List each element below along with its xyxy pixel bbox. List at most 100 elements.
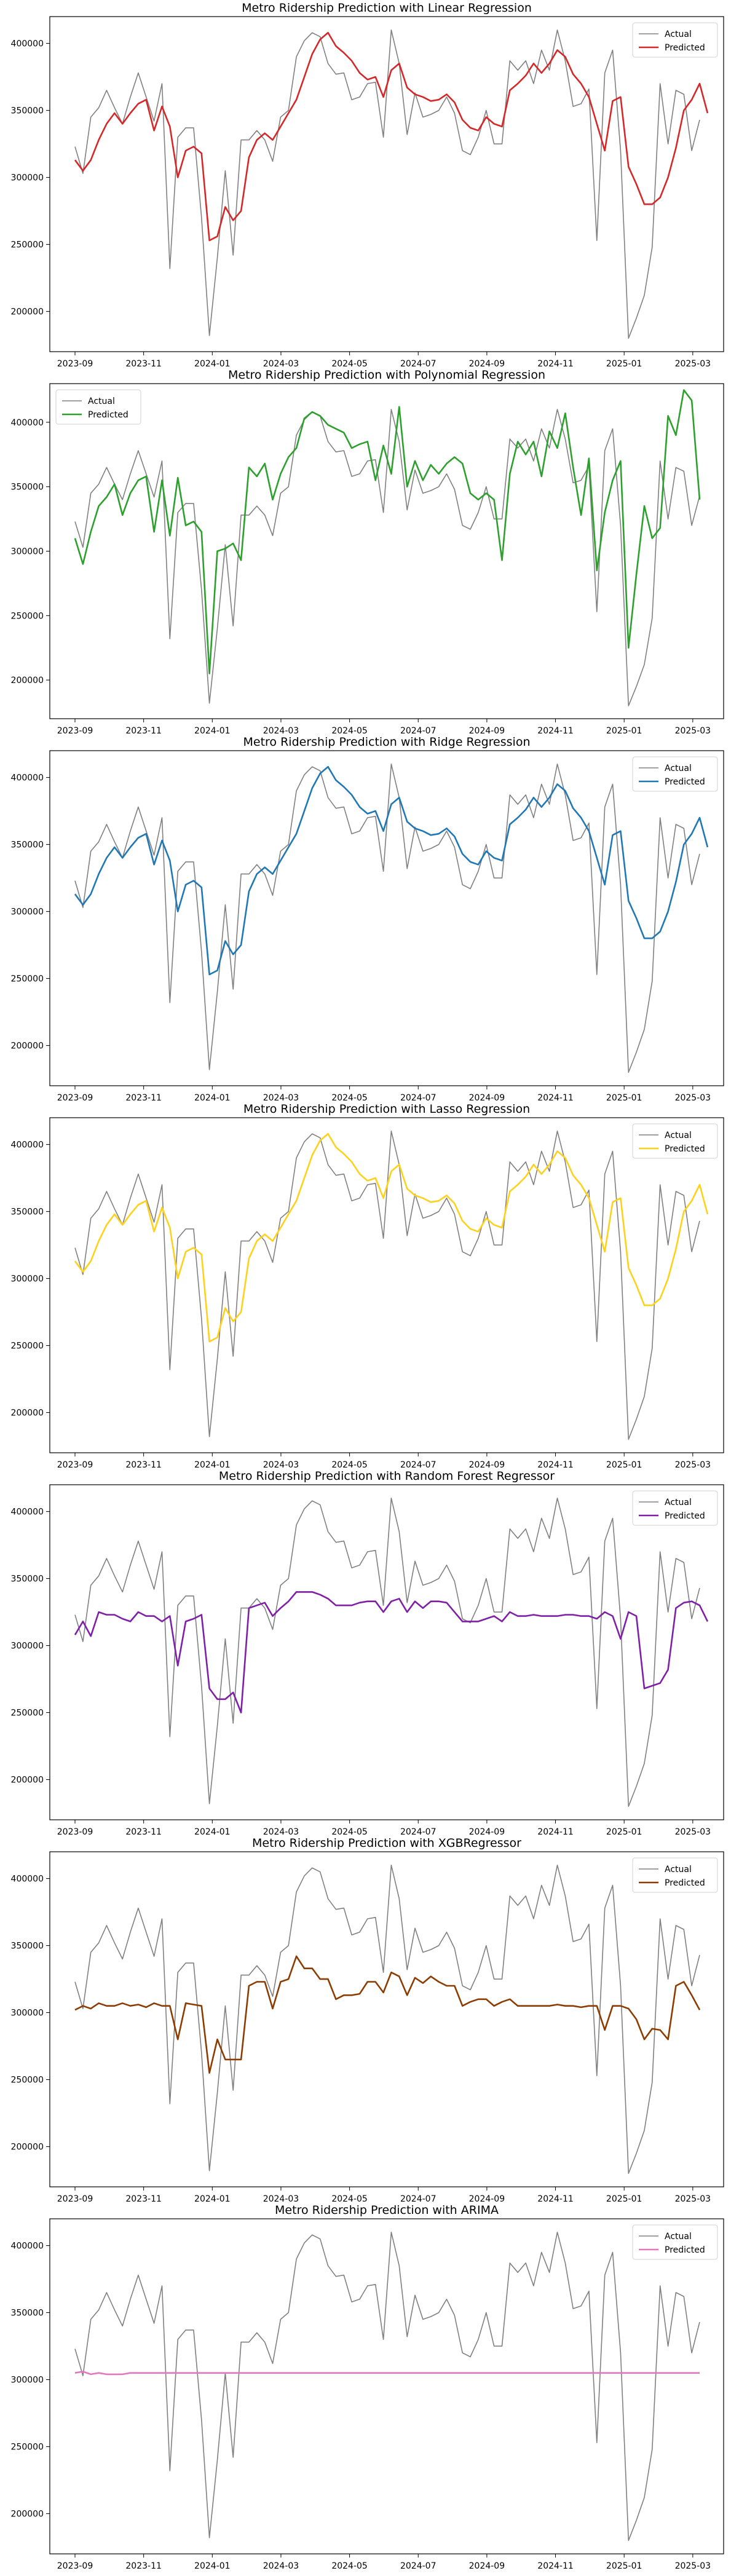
x-tick-label: 2025-03: [675, 359, 711, 369]
chart-title: Metro Ridership Prediction with ARIMA: [275, 2203, 499, 2217]
chart-7: Metro Ridership Prediction with ARIMA 200…: [11, 2203, 724, 2571]
x-tick-label: 2024-05: [331, 359, 368, 369]
chart-1: Metro Ridership Prediction with Linear R…: [11, 1, 724, 369]
x-tick-label: 2024-01: [194, 1460, 231, 1470]
axes-frame: [49, 750, 724, 1086]
x-tick-label: 2025-01: [606, 1093, 642, 1103]
x-tick-label: 2024-11: [537, 726, 574, 736]
x-tick-label: 2024-11: [537, 1827, 574, 1837]
y-tick-label: 350000: [11, 483, 44, 492]
x-tick-label: 2023-09: [57, 2194, 93, 2204]
x-tick-label: 2024-07: [400, 726, 437, 736]
chart-title: Metro Ridership Prediction with XGBRegre…: [252, 1836, 521, 1850]
x-tick-label: 2024-05: [331, 2194, 368, 2204]
legend-box: [632, 1857, 718, 1893]
x-tick-label: 2025-03: [675, 1093, 711, 1103]
x-tick-label: 2025-03: [675, 1460, 711, 1470]
axes-frame: [49, 1484, 724, 1820]
y-tick-label: 200000: [11, 2143, 44, 2152]
y-tick-label: 200000: [11, 2510, 44, 2519]
y-tick-label: 250000: [11, 2076, 44, 2085]
legend-box: [55, 389, 141, 425]
x-tick-label: 2024-03: [263, 726, 299, 736]
chart-title: Metro Ridership Prediction with Lasso Re…: [243, 1102, 530, 1116]
series-line-actual: [74, 764, 700, 1073]
y-tick-label: 350000: [11, 840, 44, 850]
legend: Actual Predicted: [632, 756, 718, 792]
y-tick-label: 350000: [11, 1574, 44, 1584]
legend: Actual Predicted: [632, 22, 718, 58]
x-tick-label: 2024-09: [469, 2561, 505, 2571]
series-line-predicted: [74, 765, 709, 976]
x-tick-label: 2024-09: [469, 1093, 505, 1103]
x-tick-label: 2024-05: [331, 726, 368, 736]
x-tick-label: 2023-11: [125, 2194, 162, 2204]
y-tick-label: 350000: [11, 1207, 44, 1217]
x-tick-label: 2024-03: [263, 359, 299, 369]
y-tick-label: 200000: [11, 307, 44, 317]
chart-title: Metro Ridership Prediction with Random F…: [219, 1469, 555, 1483]
x-tick-label: 2024-05: [331, 1460, 368, 1470]
y-tick-label: 200000: [11, 676, 44, 685]
legend-box: [632, 1490, 718, 1526]
x-tick-label: 2025-03: [675, 2194, 711, 2204]
series-line-predicted: [74, 2371, 700, 2376]
axes-frame: [49, 2218, 724, 2554]
x-tick-label: 2023-11: [125, 726, 162, 736]
x-tick-label: 2025-03: [675, 726, 711, 736]
x-tick-label: 2024-11: [537, 1460, 574, 1470]
x-tick-label: 2024-07: [400, 359, 437, 369]
x-tick-label: 2024-01: [194, 359, 231, 369]
x-tick-label: 2023-09: [57, 1093, 93, 1103]
axes-frame: [49, 383, 724, 719]
x-tick-label: 2023-11: [125, 1460, 162, 1470]
x-tick-label: 2025-01: [606, 1827, 642, 1837]
x-tick-label: 2025-01: [606, 726, 642, 736]
chart-5: Metro Ridership Prediction with Random F…: [11, 1469, 724, 1837]
legend-box: [632, 22, 718, 58]
y-tick-label: 200000: [11, 1041, 44, 1051]
y-tick-label: 300000: [11, 2376, 44, 2385]
y-tick-label: 250000: [11, 1709, 44, 1718]
legend-label: Predicted: [665, 2245, 705, 2255]
legend-label: Actual: [665, 2232, 692, 2242]
x-tick-label: 2023-09: [57, 726, 93, 736]
series-line-actual: [74, 1865, 700, 2174]
x-tick-label: 2025-03: [675, 2561, 711, 2571]
y-tick-label: 300000: [11, 1274, 44, 1284]
chart-title: Metro Ridership Prediction with Polynomi…: [228, 368, 545, 382]
x-tick-label: 2023-11: [125, 1093, 162, 1103]
legend: Actual Predicted: [632, 1123, 718, 1159]
x-tick-label: 2024-05: [331, 2561, 368, 2571]
legend-label: Actual: [665, 30, 692, 39]
y-tick-label: 300000: [11, 547, 44, 557]
y-tick-label: 400000: [11, 1507, 44, 1517]
y-tick-label: 400000: [11, 2242, 44, 2251]
y-tick-label: 400000: [11, 773, 44, 783]
x-tick-label: 2025-01: [606, 1460, 642, 1470]
legend-label: Predicted: [665, 1144, 705, 1154]
x-tick-label: 2024-01: [194, 726, 231, 736]
y-tick-label: 300000: [11, 2009, 44, 2018]
series-line-predicted: [74, 1591, 709, 1713]
legend-box: [632, 756, 718, 792]
x-tick-label: 2024-03: [263, 1460, 299, 1470]
x-tick-label: 2024-07: [400, 1093, 437, 1103]
y-tick-label: 300000: [11, 173, 44, 183]
legend-box: [632, 2224, 718, 2260]
x-tick-label: 2024-03: [263, 1827, 299, 1837]
x-tick-label: 2024-07: [400, 2561, 437, 2571]
x-tick-label: 2024-09: [469, 359, 505, 369]
y-tick-label: 250000: [11, 611, 44, 621]
x-tick-label: 2024-11: [537, 2194, 574, 2204]
y-tick-label: 300000: [11, 907, 44, 917]
legend-label: Actual: [665, 764, 692, 773]
axes-frame: [49, 1851, 724, 2187]
series-line-actual: [74, 1131, 700, 1440]
y-tick-label: 250000: [11, 1341, 44, 1351]
y-tick-label: 400000: [11, 1140, 44, 1150]
y-tick-label: 350000: [11, 1942, 44, 1951]
x-tick-label: 2024-09: [469, 2194, 505, 2204]
legend: Actual Predicted: [55, 389, 141, 425]
